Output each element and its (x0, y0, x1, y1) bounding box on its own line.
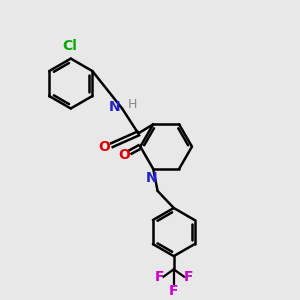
Text: O: O (118, 148, 130, 162)
Text: H: H (128, 98, 137, 111)
Text: O: O (99, 140, 110, 154)
Text: Cl: Cl (62, 39, 77, 53)
Text: F: F (154, 270, 164, 284)
Text: F: F (169, 284, 178, 298)
Text: N: N (109, 100, 121, 114)
Text: N: N (146, 171, 158, 185)
Text: F: F (184, 270, 193, 284)
